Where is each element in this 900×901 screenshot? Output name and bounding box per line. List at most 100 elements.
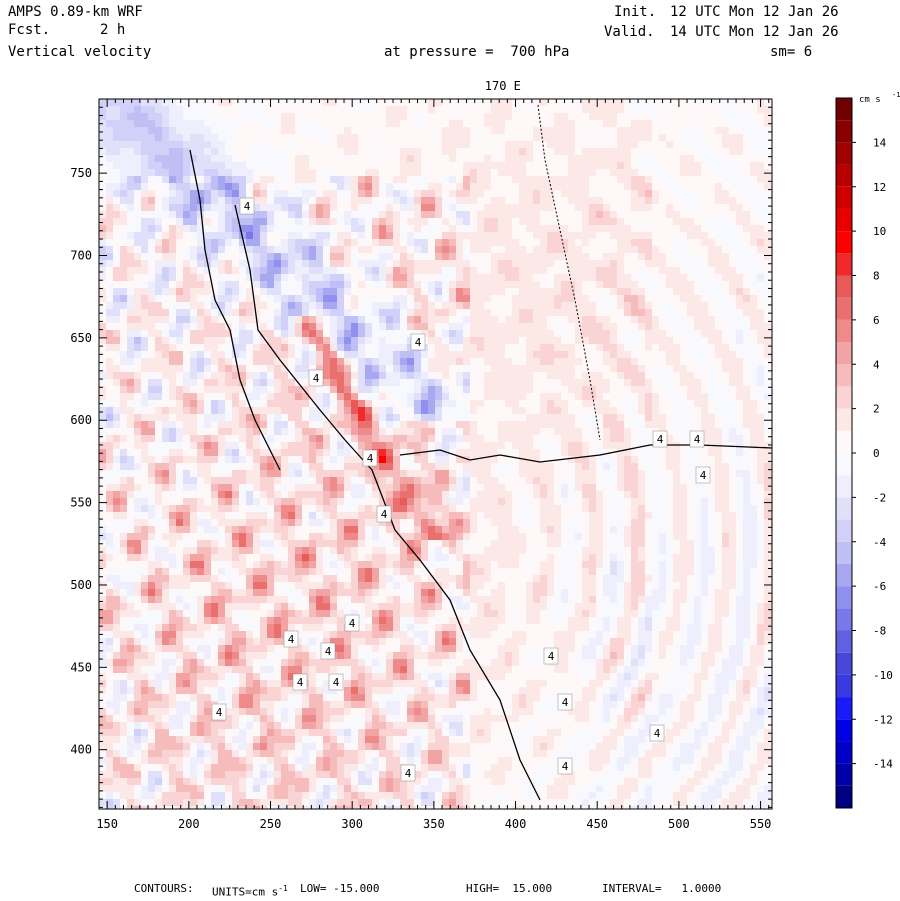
y-tick-label: 650 [70, 331, 92, 345]
contour-label-text: 4 [700, 469, 707, 482]
colorbar-swatch [836, 608, 852, 631]
contour-label-text: 4 [367, 452, 374, 465]
colorbar-swatch [836, 342, 852, 365]
colorbar-tick-label: -2 [873, 491, 886, 504]
colorbar-swatch [836, 253, 852, 276]
colorbar-swatch [836, 231, 852, 254]
colorbar-tick-label: -12 [873, 713, 893, 726]
colorbar-swatch [836, 719, 852, 742]
colorbar-swatch [836, 586, 852, 609]
init-value: 12 UTC Mon 12 Jan 26 [670, 4, 839, 20]
x-tick-label: 200 [178, 817, 200, 831]
colorbar-swatch [836, 652, 852, 675]
contour-label: 4 [557, 757, 573, 775]
colorbar-swatch [836, 186, 852, 209]
y-tick-label: 700 [70, 248, 92, 262]
x-tick-label: 450 [586, 817, 608, 831]
model-title: AMPS 0.89-km WRF [8, 4, 143, 20]
contour-label-text: 4 [288, 633, 295, 646]
contour-label: 4 [283, 630, 299, 648]
contour-label: 4 [320, 642, 336, 660]
colorbar-swatch [836, 408, 852, 431]
colorbar-tick-label: 2 [873, 403, 880, 416]
colorbar-swatch [836, 297, 852, 320]
units-label: UNITS=cm s-1 [212, 884, 288, 899]
contour-label-text: 4 [415, 336, 422, 349]
contour-label: 4 [689, 430, 705, 448]
colorbar-swatch [836, 164, 852, 187]
colorbar-tick-label: 10 [873, 225, 886, 238]
colorbar-swatch [836, 785, 852, 808]
colorbar-swatch [836, 697, 852, 720]
colorbar-swatch [836, 674, 852, 698]
colorbar-swatch [836, 519, 852, 542]
y-tick-label: 500 [70, 578, 92, 592]
contour-label: 4 [649, 724, 665, 742]
x-tick-label: 500 [668, 817, 690, 831]
colorbar-swatch [836, 475, 852, 498]
colorbar-tick-label: 8 [873, 270, 880, 283]
contour-label: 4 [410, 333, 426, 351]
contour-label-text: 4 [694, 433, 701, 446]
colorbar-swatch [836, 142, 852, 165]
colorbar-swatch [836, 763, 852, 786]
contour-label: 4 [557, 693, 573, 711]
top-axis-label: 170 E [485, 79, 521, 93]
x-tick-label: 250 [260, 817, 282, 831]
colorbar-swatch [836, 563, 852, 587]
colorbar-tick-label: -14 [873, 758, 893, 771]
contour-label-text: 4 [654, 727, 661, 740]
init-label: Init. [614, 4, 657, 20]
colorbar-swatch [836, 541, 852, 564]
colorbar-swatch [836, 319, 852, 343]
contour-label-text: 4 [349, 617, 356, 630]
colorbar-tick-label: 6 [873, 314, 880, 327]
contour-label-text: 4 [548, 650, 555, 663]
x-tick-label: 550 [750, 817, 772, 831]
low-value: LOW= -15.000 [300, 882, 380, 895]
contour-label: 4 [239, 197, 255, 215]
x-tick-label: 350 [423, 817, 445, 831]
contour-label-text: 4 [244, 200, 251, 213]
contour-label-text: 4 [562, 760, 569, 773]
fcst-label: Fcst. [8, 22, 51, 38]
contour-label: 4 [652, 430, 668, 448]
colorbar-tick-label: 0 [873, 447, 880, 460]
contour-label: 4 [211, 703, 227, 721]
colorbar-tick-label: 4 [873, 358, 880, 371]
colorbar-tick-label: -8 [873, 625, 886, 638]
velocity-field [99, 99, 772, 809]
colorbar-tick-label: -4 [873, 536, 887, 549]
contour-label-text: 4 [297, 676, 304, 689]
colorbar-swatch [836, 741, 852, 764]
contour-labels: 4 4 4 4 4 4 4 4 4 4 4 4 4 4 4 4 4 4 4 [211, 197, 711, 782]
contour-label-text: 4 [562, 696, 569, 709]
x-tick-label: 300 [341, 817, 363, 831]
y-tick-label: 600 [70, 413, 92, 427]
contour-label-text: 4 [325, 645, 332, 658]
x-tick-label: 150 [96, 817, 118, 831]
pressure-level: at pressure = 700 hPa [384, 44, 570, 60]
axis-ticks [99, 98, 772, 809]
x-tick-label: 400 [505, 817, 527, 831]
colorbar-swatch [836, 497, 852, 520]
colorbar-swatch [836, 386, 852, 409]
colorbar-swatch [836, 430, 852, 453]
smoothing-level: sm= 6 [770, 44, 813, 60]
field-name: Vertical velocity [8, 44, 152, 60]
colorbar-swatch [836, 364, 852, 387]
contours-label: CONTOURS: [134, 882, 194, 895]
contour-label-text: 4 [405, 767, 412, 780]
colorbar-tick-label: -10 [873, 669, 893, 682]
contour-label-text: 4 [657, 433, 664, 446]
valid-value: 14 UTC Mon 12 Jan 26 [670, 24, 839, 40]
colorbar-swatch [836, 120, 852, 143]
high-value: HIGH= 15.000 [466, 882, 553, 895]
contour-label: 4 [292, 673, 308, 691]
colorbar-swatch [836, 208, 852, 232]
plot-frame [98, 98, 773, 810]
colorbar-swatch [836, 453, 852, 476]
colorbar-units-sup: -1 [892, 91, 900, 99]
valid-label: Valid. [604, 24, 655, 40]
